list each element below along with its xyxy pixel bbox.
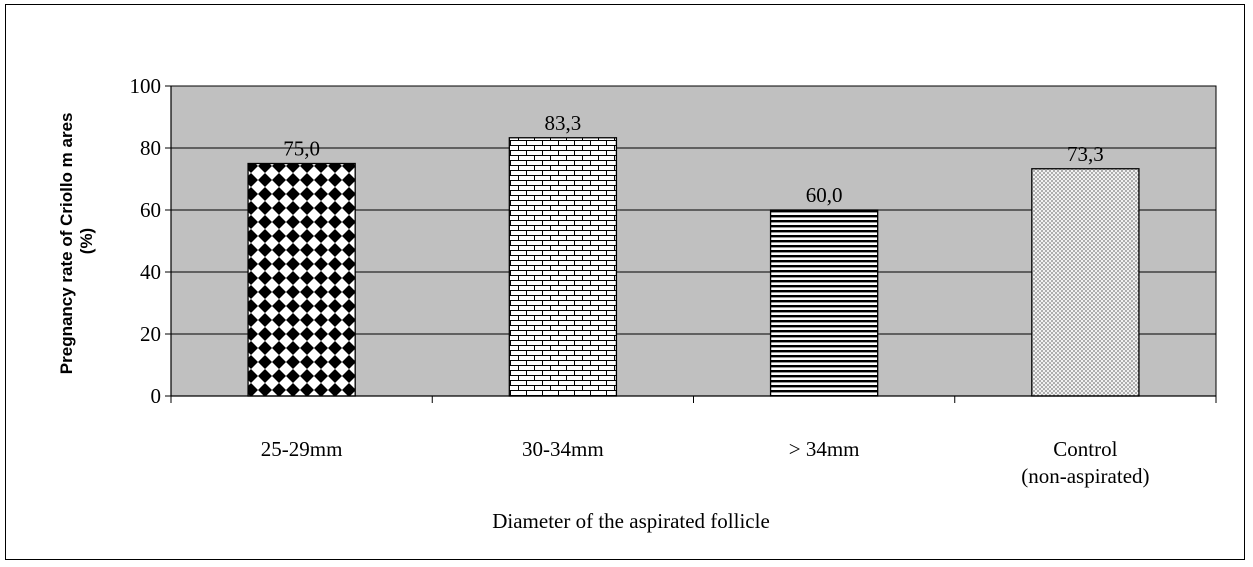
axes: 0 20 40 60 80 100 25-29mm 30-34mm > 34mm Control(… (130, 74, 1217, 488)
x-axis-label: Diameter of the aspirated follicle (492, 509, 770, 533)
data-labels: 75,0 83,3 60,0 73,3 (283, 111, 1104, 207)
y-tick-label: 60 (140, 198, 161, 222)
x-tick-label: Control (non-aspirated) (1021, 437, 1149, 488)
x-tick-label: 30-34mm (522, 437, 604, 461)
bars (247, 137, 1140, 397)
y-axis-label: Pregnancy rate of Criollo m ares (%) (57, 108, 96, 374)
y-tick-label: 80 (140, 136, 161, 160)
y-axis-label-line-2: (%) (77, 228, 96, 254)
y-tick-label: 20 (140, 322, 161, 346)
bar-chart: 0 20 40 60 80 100 25-29mm 30-34mm > 34mm Control(… (57, 74, 1217, 533)
x-tick-label: 25-29mm (261, 437, 343, 461)
data-label: 73,3 (1067, 142, 1104, 166)
data-label: 75,0 (283, 137, 320, 161)
bar (247, 162, 356, 397)
y-tick-label: 0 (151, 384, 162, 408)
bar (508, 137, 618, 397)
data-label: 83,3 (545, 111, 582, 135)
data-label: 60,0 (806, 183, 843, 207)
bar (1031, 168, 1140, 397)
y-tick-label: 40 (140, 260, 161, 284)
chart-frame: 0 20 40 60 80 100 25-29mm 30-34mm > 34mm Control(… (5, 4, 1245, 560)
bar (769, 209, 879, 397)
y-tick-label: 100 (130, 74, 162, 98)
y-axis-label-line-1: Pregnancy rate of Criollo m ares (57, 113, 76, 375)
x-tick-label: > 34mm (789, 437, 860, 461)
